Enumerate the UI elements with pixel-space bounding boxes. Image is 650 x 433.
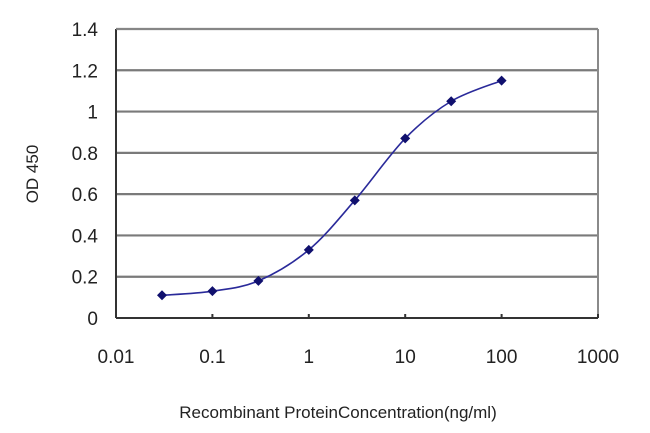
x-tick-label: 0.1	[199, 347, 225, 368]
x-tick-label: 10	[395, 347, 416, 368]
y-tick-label: 1.4	[72, 20, 99, 41]
series-line	[161, 79, 502, 297]
diamond-marker	[253, 275, 264, 286]
x-axis-title: Recombinant ProteinConcentration(ng/ml)	[179, 403, 497, 422]
diamond-marker	[303, 244, 314, 255]
diamond-marker	[349, 195, 360, 206]
y-tick-label: 1	[87, 103, 98, 124]
x-axis-ticks: 0.01 0.1 1 10 100 1000	[98, 314, 619, 368]
x-tick-label: 1000	[577, 347, 619, 368]
gridlines	[116, 27, 598, 278]
diamond-marker	[207, 286, 218, 297]
y-tick-label: 0.4	[72, 226, 99, 247]
y-axis-title: OD 450	[23, 145, 42, 204]
plot-frame	[115, 28, 599, 319]
y-tick-label: 0.2	[72, 268, 98, 289]
y-tick-label: 1.2	[72, 61, 98, 82]
x-tick-label: 100	[486, 347, 518, 368]
data-series	[156, 75, 507, 301]
diamond-marker	[496, 75, 507, 86]
y-tick-label: 0.6	[72, 185, 98, 206]
diamond-marker	[400, 133, 411, 144]
diamond-marker	[156, 290, 167, 301]
y-tick-label: 0.8	[72, 144, 98, 165]
y-axis-ticks: 0 0.2 0.4 0.6 0.8 1 1.2 1.4	[72, 20, 99, 330]
x-tick-label: 1	[304, 347, 315, 368]
diamond-marker	[446, 96, 457, 107]
y-tick-label: 0	[87, 309, 98, 330]
x-tick-label: 0.01	[98, 347, 135, 368]
